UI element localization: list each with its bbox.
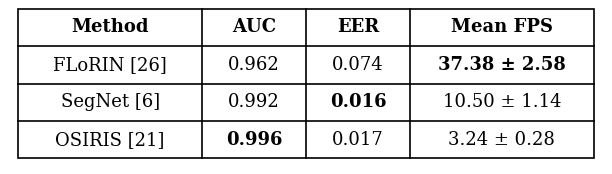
Text: 37.38 ± 2.58: 37.38 ± 2.58 [438,56,565,74]
Text: Method: Method [72,18,149,36]
Bar [18,9,594,158]
Text: 10.50 ± 1.14: 10.50 ± 1.14 [442,93,561,111]
Text: SegNet [6]: SegNet [6] [61,93,160,111]
Text: 0.074: 0.074 [332,56,384,74]
Text: 0.962: 0.962 [228,56,280,74]
Text: FLoRIN [26]: FLoRIN [26] [53,56,167,74]
Text: EER: EER [337,18,379,36]
Text: 0.992: 0.992 [228,93,280,111]
Text: Mean FPS: Mean FPS [451,18,553,36]
Text: 0.017: 0.017 [332,131,384,149]
Text: 0.016: 0.016 [330,93,386,111]
Text: 0.996: 0.996 [226,131,282,149]
Text: 3.24 ± 0.28: 3.24 ± 0.28 [449,131,555,149]
Text: AUC: AUC [232,18,276,36]
Text: OSIRIS [21]: OSIRIS [21] [56,131,165,149]
